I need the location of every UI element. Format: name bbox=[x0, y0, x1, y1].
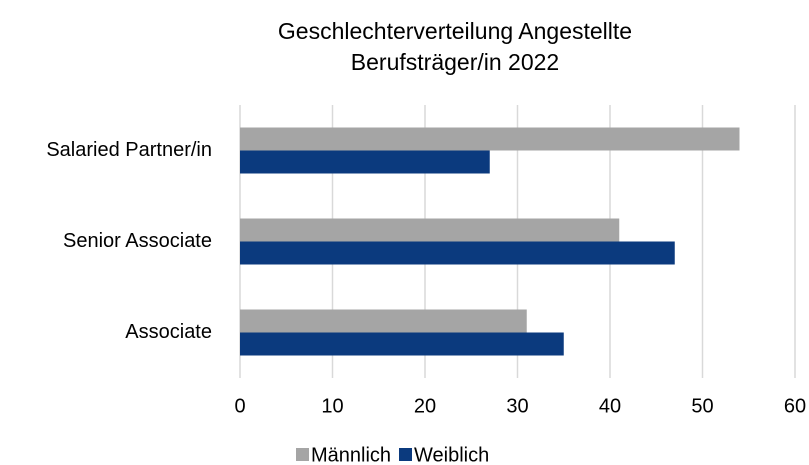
bar bbox=[240, 127, 740, 151]
bar bbox=[240, 218, 620, 242]
y-tick-label: Associate bbox=[125, 321, 212, 343]
bar bbox=[240, 309, 527, 333]
x-tick-label: 40 bbox=[599, 395, 621, 417]
chart-title: Berufsträger/in 2022 bbox=[351, 49, 559, 75]
legend-swatch bbox=[399, 448, 412, 461]
bar bbox=[240, 241, 675, 265]
x-tick-label: 10 bbox=[321, 395, 343, 417]
legend-label: Weiblich bbox=[414, 444, 489, 465]
x-tick-label: 0 bbox=[234, 395, 245, 417]
x-tick-label: 30 bbox=[506, 395, 528, 417]
chart-title: Geschlechterverteilung Angestellte bbox=[278, 18, 632, 44]
x-tick-label: 20 bbox=[414, 395, 436, 417]
x-tick-label: 60 bbox=[784, 395, 806, 417]
bar bbox=[240, 150, 490, 174]
bar bbox=[240, 332, 564, 356]
legend-swatch bbox=[296, 448, 309, 461]
y-tick-label: Senior Associate bbox=[63, 230, 212, 252]
legend-label: Männlich bbox=[311, 444, 391, 465]
x-tick-label: 50 bbox=[691, 395, 713, 417]
y-tick-label: Salaried Partner/in bbox=[46, 139, 212, 161]
